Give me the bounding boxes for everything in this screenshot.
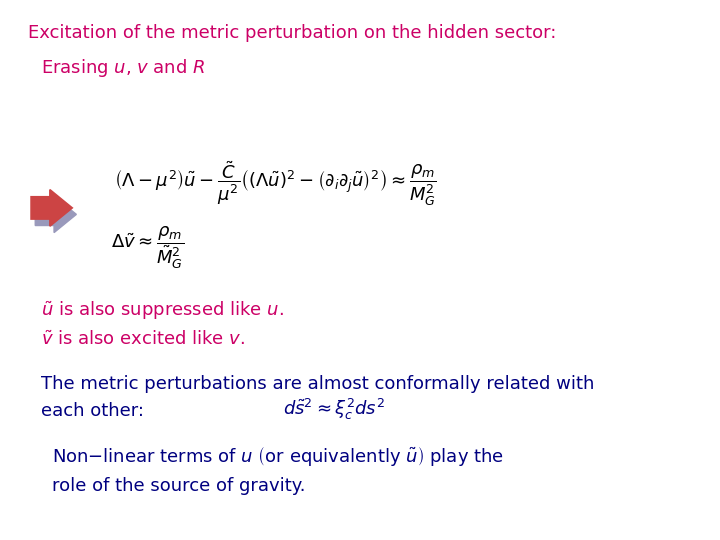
Text: $\left(\Lambda - \mu^2\right)\tilde{u} - \dfrac{\tilde{C}}{\mu^2}\left(\left(\La: $\left(\Lambda - \mu^2\right)\tilde{u} -… [114,159,437,208]
Text: $\tilde{v}$ is also excited like $v$.: $\tilde{v}$ is also excited like $v$. [42,330,246,349]
Text: Non$-$linear terms of $u$ $\left(\mathrm{or\ equivalently\ }\tilde{u}\right)$ pl: Non$-$linear terms of $u$ $\left(\mathrm… [52,446,504,495]
Text: $d\tilde{s}^2 \approx \xi_c^2 ds^2$: $d\tilde{s}^2 \approx \xi_c^2 ds^2$ [284,397,385,422]
FancyArrow shape [35,196,76,233]
Text: $\Delta\tilde{v} \approx \dfrac{\rho_m}{\tilde{M}_G^2}$: $\Delta\tilde{v} \approx \dfrac{\rho_m}{… [111,225,184,272]
Text: Excitation of the metric perturbation on the hidden sector:: Excitation of the metric perturbation on… [27,24,556,42]
Text: Erasing $u$, $v$ and $R$: Erasing $u$, $v$ and $R$ [42,57,206,79]
FancyArrow shape [31,190,72,226]
Text: $\tilde{u}$ is also suppressed like $u$.: $\tilde{u}$ is also suppressed like $u$. [42,300,284,322]
Text: The metric perturbations are almost conformally related with
each other:: The metric perturbations are almost conf… [42,375,595,420]
